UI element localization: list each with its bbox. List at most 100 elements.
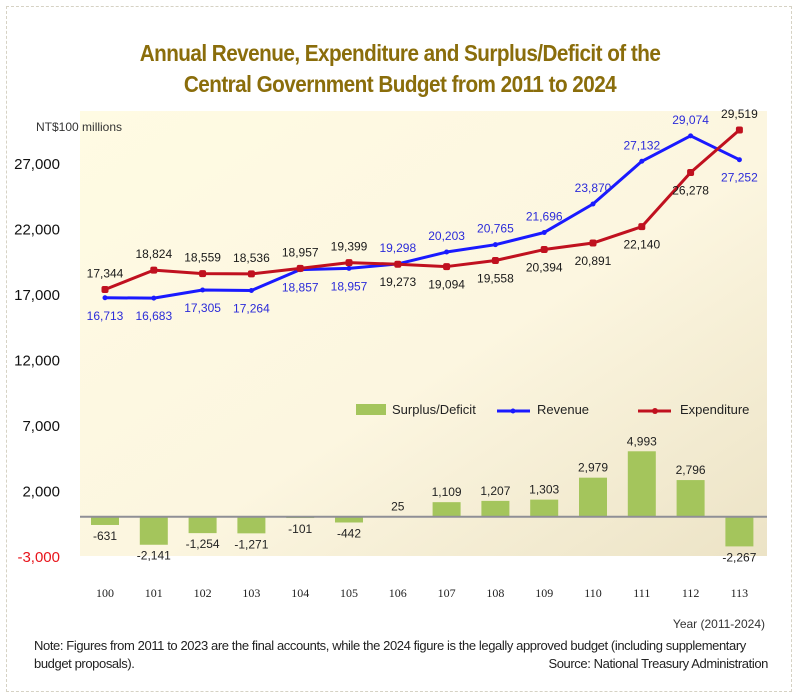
line-data-label-expenditure: 29,519 [721, 107, 758, 121]
bar-surplus-deficit [481, 500, 510, 517]
marker-revenue [151, 295, 157, 301]
x-tick-label: 102 [194, 586, 212, 600]
marker-expenditure [687, 168, 695, 176]
bar-surplus-deficit [627, 451, 656, 517]
x-tick-label: 110 [584, 586, 602, 600]
line-data-label-revenue: 18,857 [282, 281, 319, 295]
marker-revenue [200, 287, 206, 293]
bar-data-label: 4,993 [627, 434, 657, 448]
line-data-label-expenditure: 26,278 [672, 183, 709, 197]
marker-expenditure [150, 266, 158, 274]
line-data-label-revenue: 16,683 [135, 309, 172, 323]
marker-expenditure [589, 239, 597, 247]
marker-revenue [248, 288, 254, 294]
bar-data-label: 2,796 [676, 463, 706, 477]
legend-marker-expenditure [652, 408, 658, 414]
y-tick-label: 2,000 [22, 484, 60, 501]
bar-data-label: -101 [288, 522, 312, 536]
line-data-label-revenue: 18,957 [331, 279, 368, 293]
bar-surplus-deficit [335, 516, 363, 523]
line-data-label-expenditure: 18,824 [135, 247, 172, 261]
line-data-label-expenditure: 19,399 [331, 240, 368, 254]
marker-expenditure [443, 263, 451, 271]
x-tick-label: 100 [96, 586, 114, 600]
line-data-label-revenue: 17,305 [184, 301, 221, 315]
marker-expenditure [247, 270, 255, 278]
marker-expenditure [540, 246, 548, 254]
line-data-label-revenue: 27,252 [721, 171, 758, 185]
legend-label-expenditure: Expenditure [680, 402, 749, 417]
marker-revenue [492, 242, 498, 248]
marker-revenue [444, 249, 450, 255]
y-tick-label: -3,000 [17, 549, 60, 566]
marker-expenditure [491, 256, 499, 264]
legend: Surplus/Deficit Revenue Expenditure [356, 402, 749, 417]
y-tick-label: 27,000 [14, 156, 60, 173]
marker-revenue [346, 265, 352, 271]
bar-data-label: 25 [391, 499, 405, 513]
bar-data-label: -631 [93, 529, 117, 543]
line-data-label-revenue: 16,713 [87, 309, 124, 323]
bar-data-label: 1,207 [480, 484, 510, 498]
x-tick-label: 105 [340, 586, 358, 600]
chart-title: Annual Revenue, Expenditure and Surplus/… [40, 38, 760, 100]
bar-data-label: 1,109 [432, 485, 462, 499]
legend-label-revenue: Revenue [537, 402, 589, 417]
line-data-label-revenue: 20,203 [428, 229, 465, 243]
plot-area [80, 111, 767, 556]
y-tick-label: 17,000 [14, 287, 60, 304]
bar-surplus-deficit [579, 477, 607, 517]
line-revenue [104, 134, 741, 300]
line-data-label-expenditure: 19,273 [379, 275, 416, 289]
bar-surplus-deficit [676, 480, 705, 517]
bar-surplus-deficit [725, 516, 754, 547]
y-tick-label: 22,000 [14, 222, 60, 239]
y-tick-label: 12,000 [14, 353, 60, 370]
legend-swatch-surplus-deficit [356, 404, 386, 415]
marker-expenditure [296, 264, 304, 272]
marker-revenue [688, 133, 694, 139]
y-tick-label: 7,000 [22, 418, 60, 435]
y-axis-label: NT$100 millions [36, 120, 122, 134]
line-data-label-expenditure: 19,558 [477, 271, 514, 285]
line-data-label-expenditure: 17,344 [87, 266, 124, 280]
line-expenditure [104, 128, 741, 291]
chart-frame [6, 6, 792, 692]
x-tick-label: 108 [486, 586, 504, 600]
x-tick-label: 109 [535, 586, 553, 600]
line-data-label-revenue: 17,264 [233, 302, 270, 316]
line-data-label-expenditure: 22,140 [623, 238, 660, 252]
x-tick-label: 111 [633, 586, 650, 600]
bar-surplus-deficit [237, 516, 266, 534]
marker-expenditure [199, 270, 207, 278]
line-data-label-expenditure: 18,957 [282, 245, 319, 259]
source-note: Source: National Treasury Administration [548, 656, 768, 671]
line-data-label-expenditure: 18,536 [233, 251, 270, 265]
marker-revenue [541, 229, 547, 235]
line-data-label-expenditure: 19,094 [428, 278, 465, 292]
marker-expenditure [735, 126, 743, 134]
x-tick-label: 101 [145, 586, 163, 600]
legend-marker-revenue [510, 408, 516, 414]
marker-revenue [736, 157, 742, 163]
legend-label-surplus-deficit: Surplus/Deficit [392, 402, 476, 417]
bar-surplus-deficit [530, 499, 559, 517]
line-data-label-revenue: 27,132 [623, 138, 660, 152]
line-data-label-expenditure: 18,559 [184, 251, 221, 265]
bar-surplus-deficit [188, 516, 217, 534]
line-data-label-revenue: 19,298 [379, 241, 416, 255]
bar-surplus-deficit [139, 516, 168, 545]
bar-data-label: 2,979 [578, 461, 608, 475]
marker-revenue [102, 295, 108, 301]
x-axis-label: Year (2011-2024) [673, 617, 765, 631]
marker-expenditure [394, 260, 402, 268]
bar-data-label: -1,254 [186, 537, 220, 551]
bar-data-label: -442 [337, 526, 361, 540]
marker-revenue [590, 201, 596, 207]
x-tick-label: 103 [242, 586, 260, 600]
marker-expenditure [101, 285, 109, 293]
x-tick-label: 107 [438, 586, 456, 600]
line-data-label-revenue: 23,870 [575, 181, 612, 195]
footnote: Note: Figures from 2011 to 2023 are the … [34, 638, 746, 671]
